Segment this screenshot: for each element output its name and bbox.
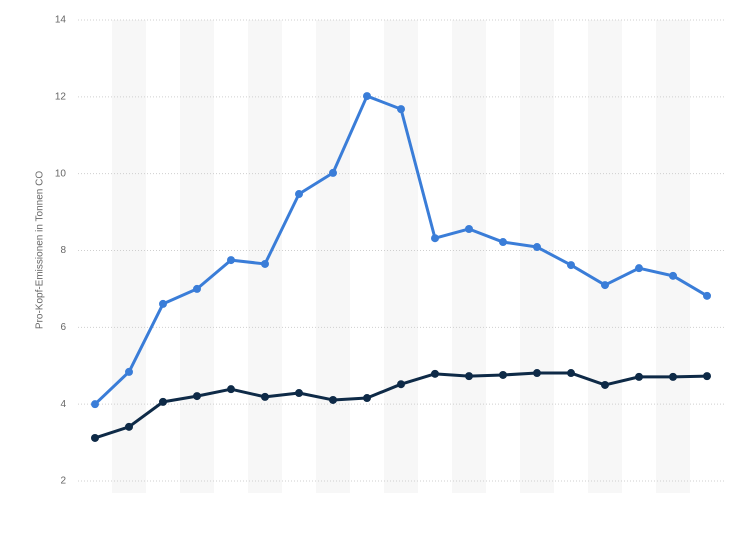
y-tick-label: 8 [60, 245, 66, 256]
point [261, 392, 269, 401]
band [384, 20, 418, 493]
point [295, 389, 303, 398]
band [316, 20, 350, 493]
point [91, 433, 99, 442]
series [91, 92, 711, 409]
point [703, 372, 711, 381]
point [703, 291, 711, 300]
point [567, 369, 575, 378]
point [227, 385, 235, 394]
point [295, 190, 303, 199]
point [431, 369, 439, 378]
point [499, 238, 507, 247]
point [397, 380, 405, 389]
band [452, 20, 486, 493]
y-tick-label: 2 [60, 476, 66, 487]
y-axis-label: Pro-Kopf-Emissionen in Tonnen CO [35, 171, 46, 329]
point [159, 397, 167, 406]
point [499, 370, 507, 379]
point [431, 234, 439, 243]
y-tick-label: 12 [55, 91, 67, 102]
point [363, 394, 371, 403]
point [635, 372, 643, 381]
point [159, 299, 167, 308]
point [261, 259, 269, 268]
point [465, 224, 473, 233]
point [567, 261, 575, 270]
point [329, 395, 337, 404]
band [180, 20, 214, 493]
point [193, 392, 201, 401]
point [669, 372, 677, 381]
point [533, 369, 541, 378]
point [363, 92, 371, 101]
band [248, 20, 282, 493]
point [601, 380, 609, 389]
point [465, 372, 473, 381]
y-tick-label: 6 [60, 322, 66, 333]
band [520, 20, 554, 493]
point [397, 105, 405, 114]
series [91, 369, 711, 442]
point [193, 284, 201, 293]
band [588, 20, 622, 493]
y-tick-label: 4 [60, 399, 66, 410]
point [669, 271, 677, 280]
point [329, 168, 337, 177]
point [91, 400, 99, 409]
y-tick-label: 10 [55, 168, 67, 179]
point [533, 243, 541, 252]
point [227, 256, 235, 265]
background-bands [112, 20, 690, 493]
point [125, 367, 133, 376]
band [112, 20, 146, 493]
band [656, 20, 690, 493]
point [601, 281, 609, 290]
point [125, 422, 133, 431]
y-tick-label: 14 [55, 15, 67, 26]
point [635, 264, 643, 273]
